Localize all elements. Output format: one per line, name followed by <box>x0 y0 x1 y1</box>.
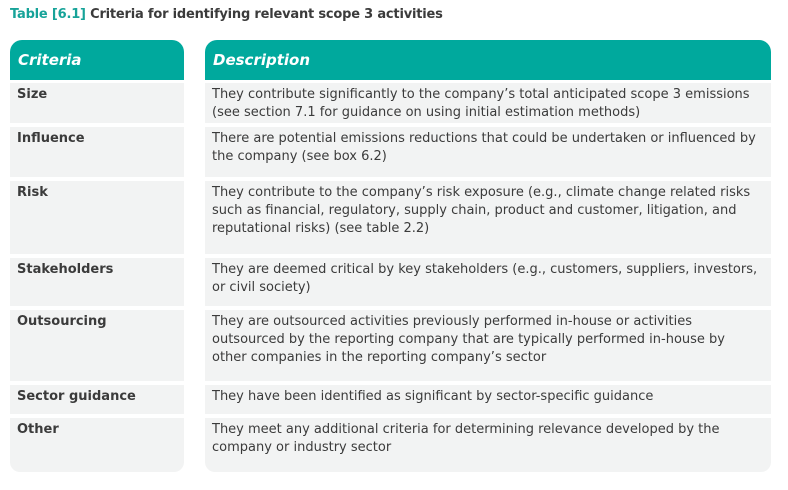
table-title: Table [6.1] Criteria for identifying rel… <box>10 7 443 22</box>
criteria-cell: Stakeholders <box>10 258 184 306</box>
table-number: Table [6.1] <box>10 7 86 22</box>
description-cell: They contribute significantly to the com… <box>205 83 771 123</box>
criteria-cell: Size <box>10 83 184 123</box>
description-cell: They have been identified as significant… <box>205 385 771 414</box>
criteria-column: Criteria Size Influence Risk Stakeholder… <box>10 40 184 476</box>
criteria-cell: Sector guidance <box>10 385 184 414</box>
table-caption: Criteria for identifying relevant scope … <box>90 7 443 22</box>
description-cell: They are deemed critical by key stakehol… <box>205 258 771 306</box>
criteria-cell: Influence <box>10 127 184 177</box>
criteria-header: Criteria <box>10 40 184 80</box>
description-cell: There are potential emissions reductions… <box>205 127 771 177</box>
description-cell: They are outsourced activities previousl… <box>205 310 771 381</box>
criteria-cell: Other <box>10 418 184 472</box>
description-cell: They contribute to the company’s risk ex… <box>205 181 771 254</box>
criteria-cell: Risk <box>10 181 184 254</box>
criteria-cell: Outsourcing <box>10 310 184 381</box>
description-header: Description <box>205 40 771 80</box>
description-column: Description They contribute significantl… <box>205 40 771 476</box>
description-cell: They meet any additional criteria for de… <box>205 418 771 472</box>
